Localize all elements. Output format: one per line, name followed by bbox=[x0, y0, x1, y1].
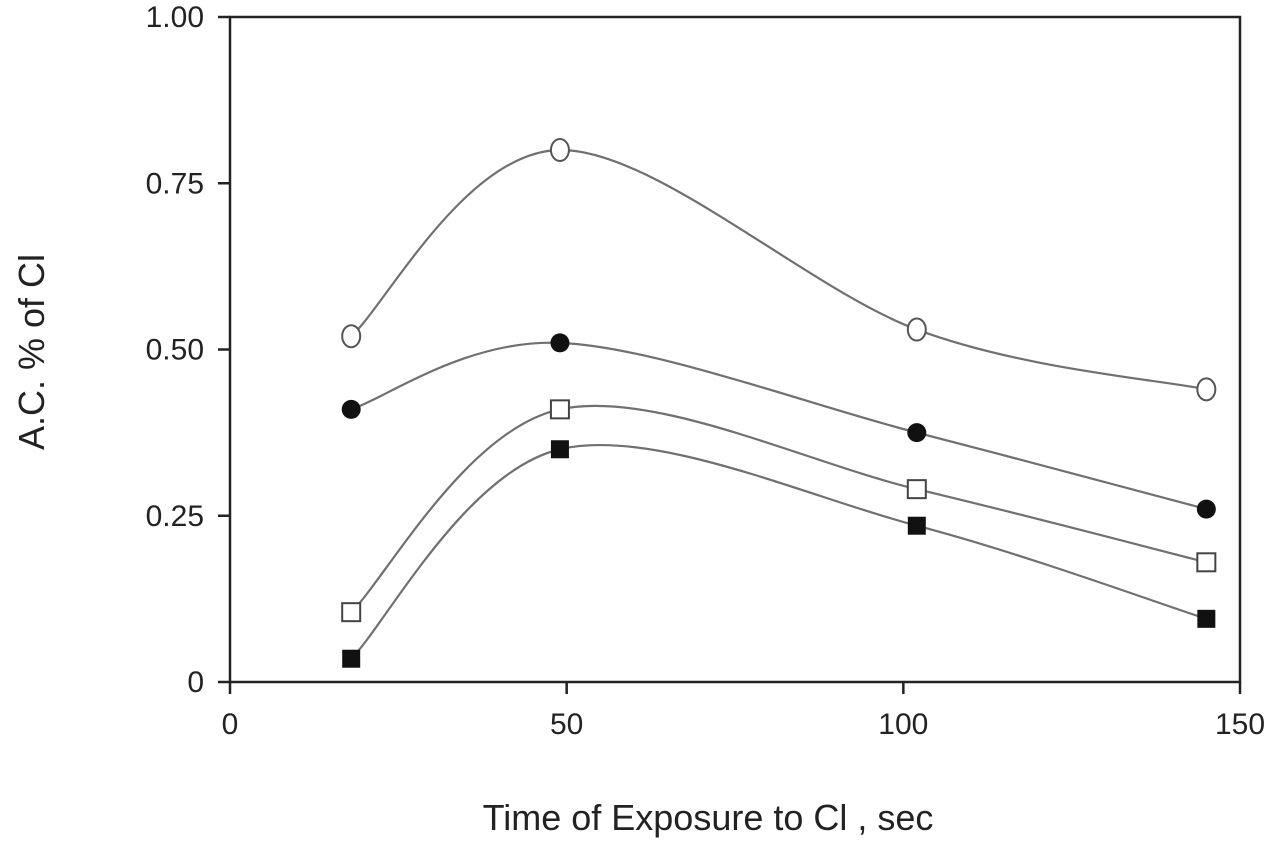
data-point-open-square bbox=[906, 479, 927, 500]
x-tick-label: 0 bbox=[222, 708, 239, 741]
y-axis-title: A.C. % of Cl bbox=[11, 254, 52, 450]
data-point-open-circle bbox=[341, 324, 362, 349]
y-tick-label: 0.50 bbox=[146, 334, 204, 367]
data-point-open-circle bbox=[906, 317, 927, 342]
y-tick-label: 1.00 bbox=[146, 1, 204, 34]
x-tick-label: 50 bbox=[550, 708, 583, 741]
y-axis: 0 0.25 0.50 0.75 1.00 bbox=[146, 1, 230, 699]
data-point-open-circle bbox=[549, 138, 570, 162]
plot-frame bbox=[228, 15, 1242, 684]
y-tick-label: 0.75 bbox=[146, 167, 204, 200]
data-point-filled-square bbox=[550, 440, 569, 459]
x-axis: 0 50 100 150 bbox=[222, 682, 1265, 741]
series-line-2 bbox=[350, 341, 1207, 511]
x-tick-label: 150 bbox=[1215, 708, 1265, 741]
series-line-4 bbox=[350, 443, 1207, 660]
y-tick-label: 0.25 bbox=[146, 500, 204, 533]
x-axis-title: Time of Exposure to Cl , sec bbox=[483, 797, 934, 838]
data-point-filled-circle bbox=[907, 423, 927, 443]
data-point-filled-circle bbox=[1196, 499, 1216, 519]
data-point-open-square bbox=[549, 399, 570, 420]
data-point-filled-square bbox=[1197, 609, 1216, 628]
x-tick-label: 100 bbox=[878, 708, 928, 741]
y-tick-label: 0 bbox=[187, 666, 204, 699]
data-point-filled-circle bbox=[550, 333, 570, 353]
data-point-filled-circle bbox=[341, 399, 361, 419]
data-point-open-square bbox=[1196, 552, 1217, 573]
series-line-3 bbox=[350, 404, 1207, 613]
data-point-filled-square bbox=[342, 649, 361, 668]
series-markers bbox=[341, 138, 1217, 668]
series-curves bbox=[350, 148, 1207, 660]
data-point-open-square bbox=[341, 602, 362, 623]
series-line-1 bbox=[350, 148, 1207, 391]
data-point-open-circle bbox=[1196, 377, 1217, 402]
data-point-filled-square bbox=[907, 516, 926, 535]
